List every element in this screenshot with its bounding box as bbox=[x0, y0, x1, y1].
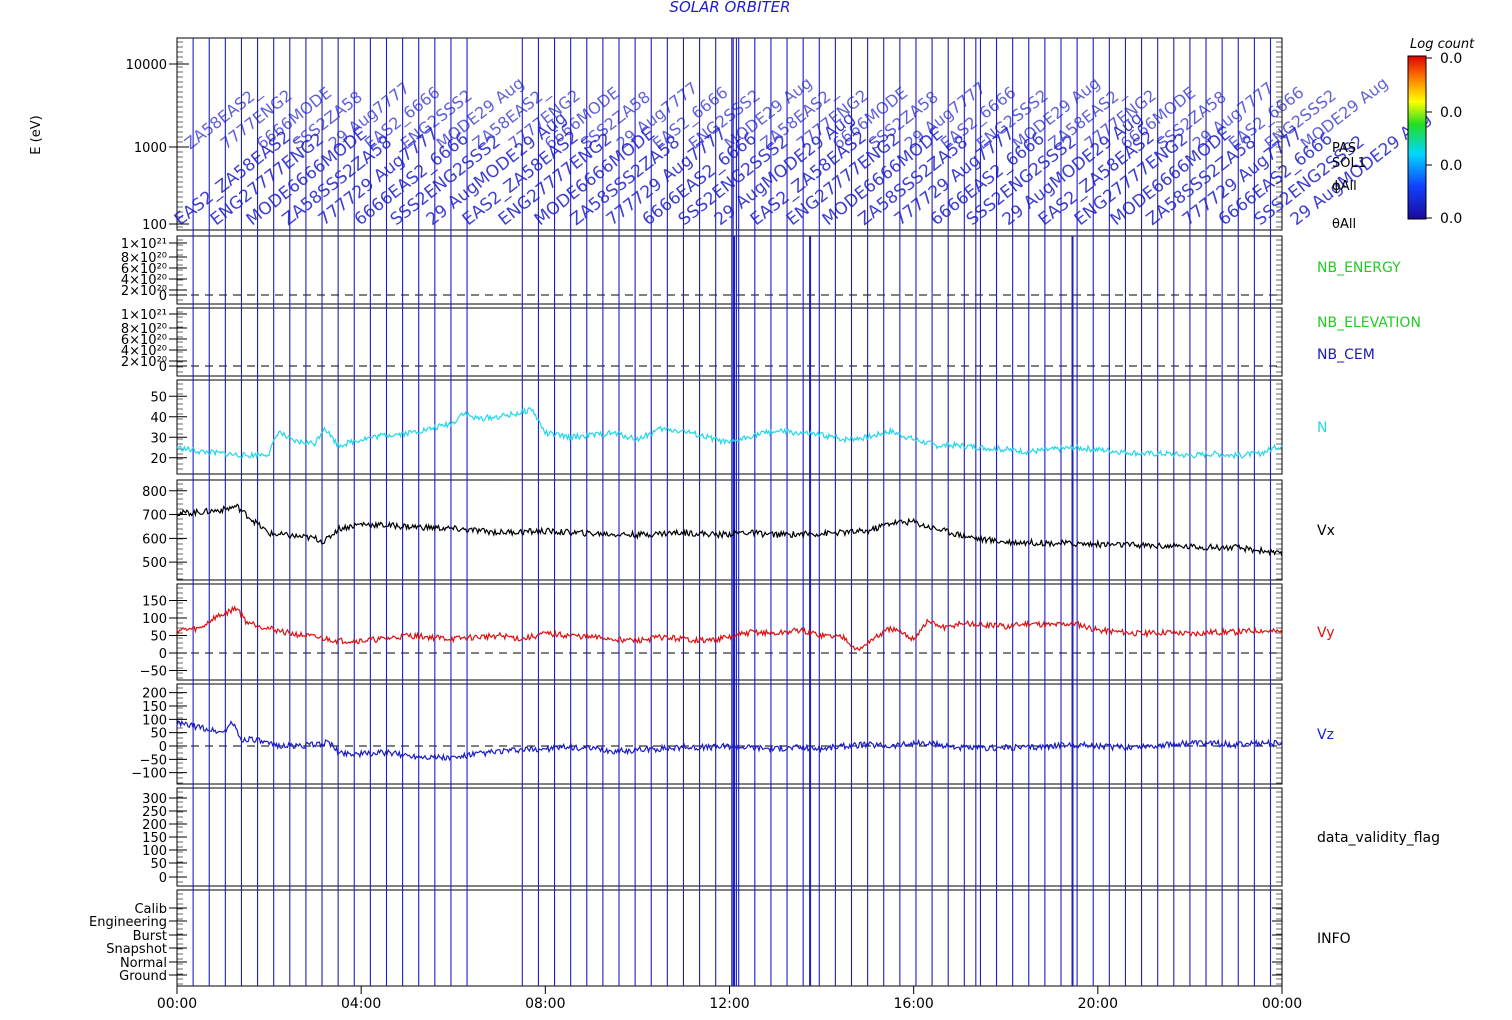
panel-ytick-vy: 50 bbox=[150, 630, 167, 645]
spectrogram-right-label: SOL1 bbox=[1332, 156, 1366, 171]
panel-ytick-nb-energy: 8×10²⁰ bbox=[121, 251, 167, 266]
trace-Vx bbox=[176, 503, 1283, 557]
colorbar-tick-label: 0.0 bbox=[1440, 211, 1462, 227]
panel-frame-vz bbox=[176, 683, 1283, 785]
panel-ytick-validity: 50 bbox=[150, 857, 167, 872]
panel-label-vx: Vx bbox=[1317, 523, 1335, 539]
panel-label-nb-energy: NB_ENERGY bbox=[1317, 260, 1401, 276]
panel-ytick-vy: −50 bbox=[140, 665, 167, 680]
panel-ytick-density: 50 bbox=[150, 390, 167, 405]
panel-ytick-vx: 600 bbox=[142, 532, 167, 547]
panel-ytick-nb-elevation: 2×10²⁰ bbox=[121, 355, 167, 370]
panel-frame-vx bbox=[176, 479, 1283, 581]
panel-frame-vy bbox=[176, 583, 1283, 681]
panel-ytick-nb-elevation: 1×10²¹ bbox=[121, 308, 167, 323]
panel-ytick-nb-elevation: 0 bbox=[159, 360, 167, 375]
panel-label-vy: Vy bbox=[1317, 625, 1335, 641]
colorbar-label: Log count bbox=[1410, 37, 1475, 52]
trace-Vz bbox=[176, 719, 1283, 762]
panel-frame-nb-energy bbox=[176, 235, 1283, 305]
panel-label-nb-cem: NB_CEM bbox=[1317, 347, 1375, 363]
panel-ytick-vz: 50 bbox=[150, 727, 167, 742]
panel-ytick-info: Snapshot bbox=[106, 942, 167, 957]
panel-ytick-validity: 150 bbox=[142, 831, 167, 846]
spectrogram-ylabel: E (eV) bbox=[29, 115, 44, 154]
panel-ytick-nb-energy: 2×10²⁰ bbox=[121, 284, 167, 299]
panel-ytick-density: 40 bbox=[150, 411, 167, 426]
panel-ytick-info: Engineering bbox=[89, 915, 167, 930]
trace-Vy bbox=[176, 605, 1283, 652]
x-tick-label: 00:00 bbox=[1262, 996, 1302, 1012]
panel-ytick-vy: 100 bbox=[142, 612, 167, 627]
trace-N bbox=[176, 406, 1283, 460]
panel-ytick-info: Burst bbox=[133, 929, 167, 944]
spectrogram-right-label: ϕAll bbox=[1332, 179, 1357, 194]
panel-frame-info bbox=[176, 889, 1283, 987]
panel-ytick-vz: 100 bbox=[142, 713, 167, 728]
panel-ytick-vz: 150 bbox=[142, 700, 167, 715]
x-tick-label: 12:00 bbox=[709, 996, 749, 1012]
panel-ytick-vz: 200 bbox=[142, 687, 167, 702]
panel-ytick-density: 30 bbox=[150, 431, 167, 446]
panel-ytick-nb-energy: 4×10²⁰ bbox=[121, 273, 167, 288]
panel-ytick-nb-elevation: 8×10²⁰ bbox=[121, 322, 167, 337]
panel-frames bbox=[169, 37, 1432, 994]
panel-ytick-validity: 250 bbox=[142, 805, 167, 820]
panel-ytick-vz: −50 bbox=[140, 753, 167, 768]
panel-ytick-vx: 800 bbox=[142, 485, 167, 500]
panel-ytick-nb-elevation: 6×10²⁰ bbox=[121, 333, 167, 348]
spectrogram-ytick-label: 100 bbox=[142, 218, 167, 233]
x-tick-label: 16:00 bbox=[893, 996, 933, 1012]
spectrogram-frame bbox=[176, 37, 1283, 231]
panel-label-info: INFO bbox=[1317, 931, 1351, 947]
panel-ytick-info: Normal bbox=[120, 956, 167, 971]
panel-label-vz: Vz bbox=[1317, 727, 1334, 743]
panel-ytick-vz: 0 bbox=[159, 740, 167, 755]
panel-ytick-vz: −100 bbox=[131, 767, 167, 782]
colorbar-tick-label: 0.0 bbox=[1440, 105, 1462, 121]
x-tick-label: 04:00 bbox=[341, 996, 381, 1012]
colorbar-gradient bbox=[1407, 55, 1427, 220]
panel-frame-validity bbox=[176, 787, 1283, 887]
panel-frame-density bbox=[176, 379, 1283, 475]
panel-ytick-info: Calib bbox=[134, 902, 167, 917]
panel-ytick-nb-elevation: 4×10²⁰ bbox=[121, 344, 167, 359]
x-tick-label: 20:00 bbox=[1078, 996, 1118, 1012]
spectrogram-right-label: θAll bbox=[1332, 217, 1356, 232]
mode-switch-markers bbox=[192, 38, 1272, 986]
panel-ytick-vy: 0 bbox=[159, 647, 167, 662]
plot-title: SOLAR ORBITER bbox=[669, 0, 790, 16]
panel-label-validity: data_validity_flag bbox=[1317, 830, 1440, 846]
colorbar-tick-label: 0.0 bbox=[1440, 51, 1462, 67]
panel-ytick-validity: 300 bbox=[142, 792, 167, 807]
panel-ytick-density: 20 bbox=[150, 452, 167, 467]
panel-label-nb-elevation: NB_ELEVATION bbox=[1317, 315, 1421, 331]
panel-ytick-nb-energy: 6×10²⁰ bbox=[121, 262, 167, 277]
panel-label-density: N bbox=[1317, 420, 1327, 436]
spectrogram-right-label: PAS bbox=[1332, 141, 1356, 156]
panel-ytick-info: Ground bbox=[119, 969, 167, 984]
panel-ytick-vy: 150 bbox=[142, 595, 167, 610]
colorbar-tick-label: 0.0 bbox=[1440, 158, 1462, 174]
panel-ytick-nb-energy: 1×10²¹ bbox=[121, 237, 167, 252]
spectrogram-ytick-label: 10000 bbox=[126, 58, 167, 73]
panel-ytick-validity: 100 bbox=[142, 844, 167, 859]
panel-ytick-nb-energy: 0 bbox=[159, 289, 167, 304]
spectrogram-ytick-label: 1000 bbox=[134, 141, 167, 156]
panel-ytick-validity: 200 bbox=[142, 818, 167, 833]
x-tick-label: 00:00 bbox=[157, 996, 197, 1012]
data-traces bbox=[176, 406, 1283, 762]
colorbar: Log count bbox=[1407, 37, 1475, 220]
panel-ytick-validity: 0 bbox=[159, 871, 167, 886]
panel-ytick-vx: 500 bbox=[142, 556, 167, 571]
x-tick-label: 08:00 bbox=[525, 996, 565, 1012]
panel-ytick-vx: 700 bbox=[142, 509, 167, 524]
